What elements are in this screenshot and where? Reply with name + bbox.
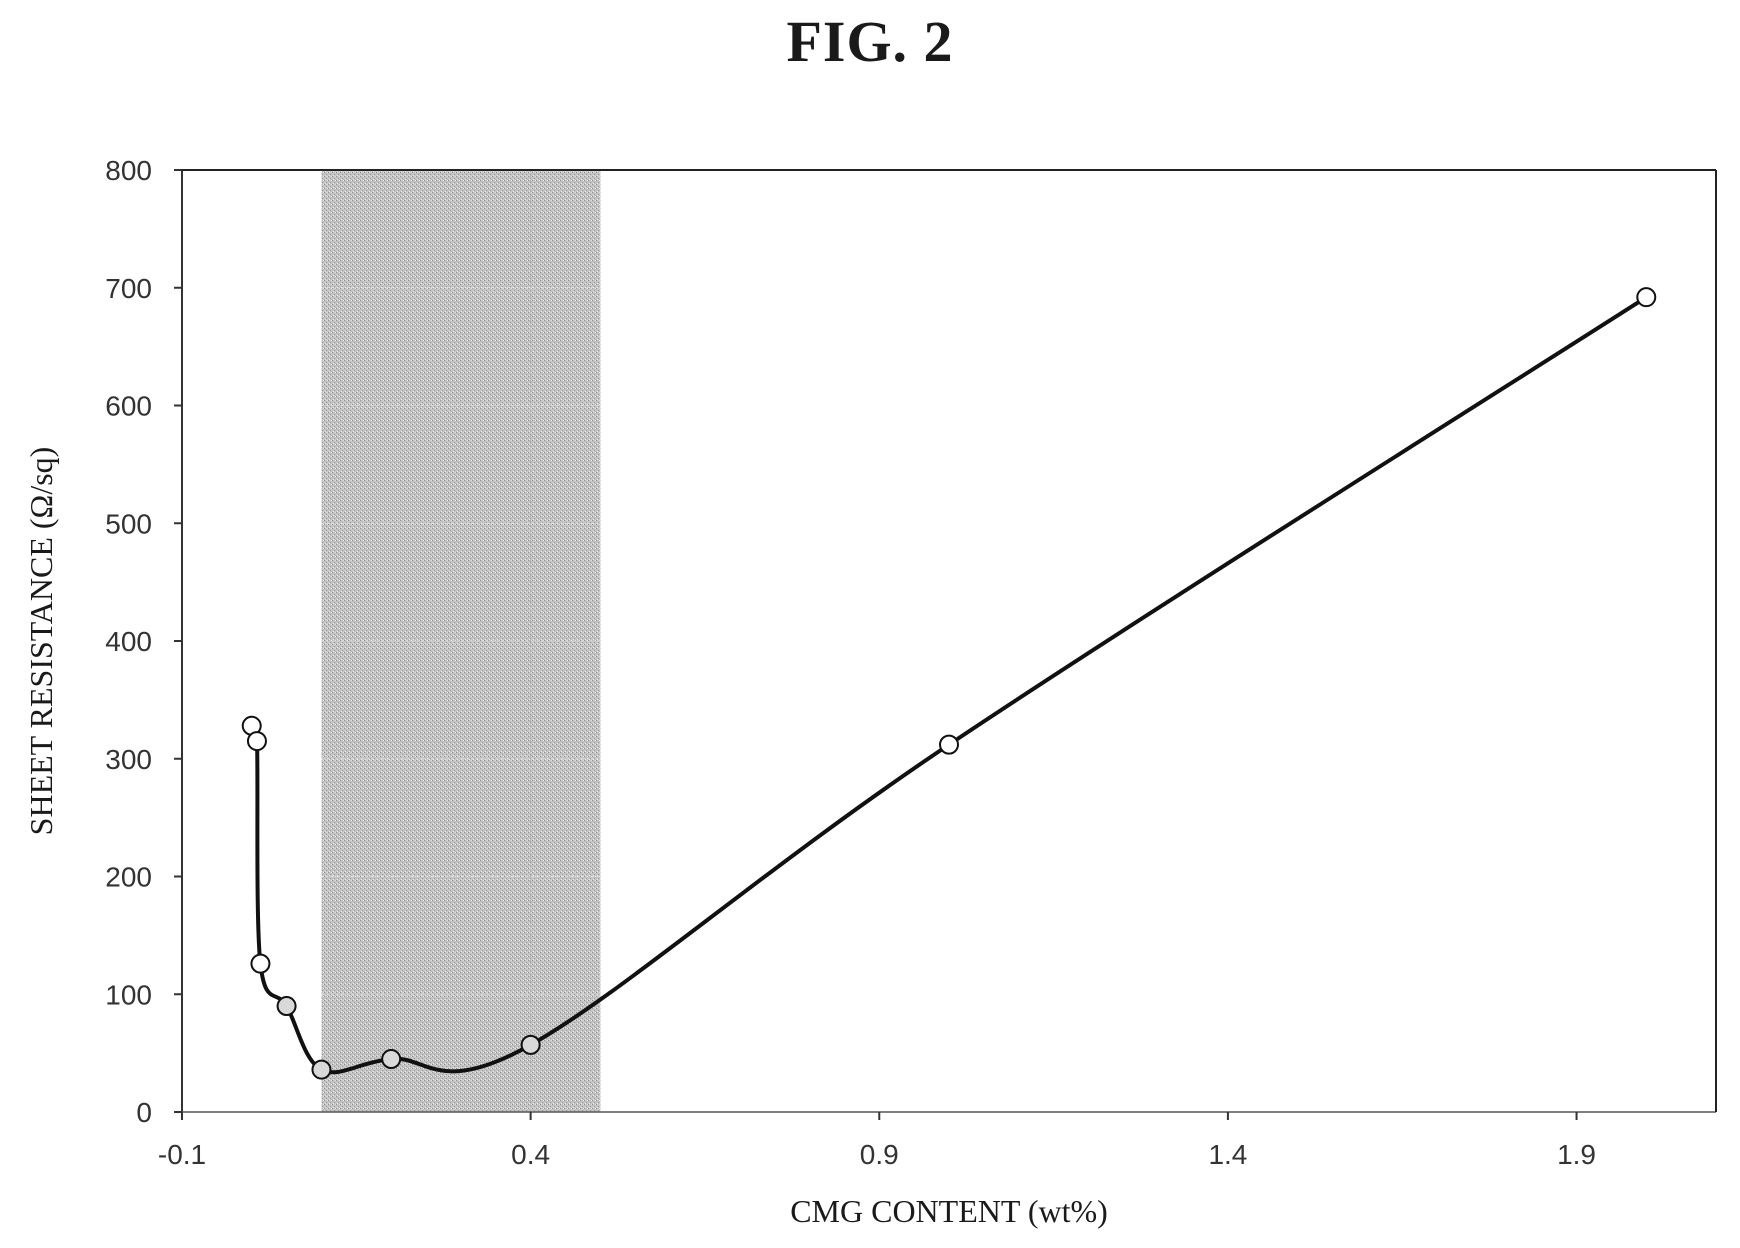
y-tick-label: 600 (105, 391, 152, 422)
x-tick-label: 0.4 (511, 1139, 550, 1170)
data-point (520, 1034, 541, 1055)
series-line (249, 295, 1649, 1075)
y-tick-label: 200 (105, 862, 152, 893)
y-tick-label: 400 (105, 626, 152, 657)
x-tick-label: 0.9 (860, 1139, 899, 1170)
x-axis-title: CMG CONTENT (wt%) (790, 1193, 1108, 1229)
data-point (276, 996, 297, 1017)
data-point (246, 731, 267, 752)
figure-title: FIG. 2 (786, 9, 954, 74)
x-tick-label: 1.4 (1208, 1139, 1247, 1170)
data-point (1636, 287, 1657, 308)
y-axis-title: SHEET RESISTANCE (Ω/sq) (23, 447, 59, 836)
y-tick-label: 300 (105, 744, 152, 775)
y-tick-label: 700 (105, 273, 152, 304)
data-point (250, 953, 271, 974)
y-tick-label: 500 (105, 508, 152, 539)
data-point (311, 1059, 332, 1080)
y-tick-label: 800 (105, 155, 152, 186)
x-tick-label: 1.9 (1557, 1139, 1596, 1170)
y-tick-label: 0 (136, 1097, 152, 1128)
x-tick-label: -0.1 (158, 1139, 206, 1170)
y-tick-label: 100 (105, 979, 152, 1010)
data-point (939, 734, 959, 755)
data-point (381, 1049, 402, 1070)
